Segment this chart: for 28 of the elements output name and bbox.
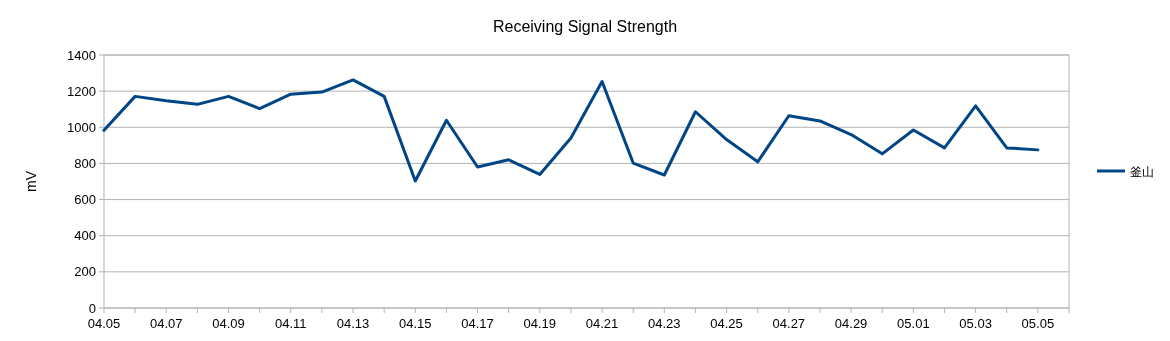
legend: 釜山 [1097,164,1154,179]
x-tick-label: 04.13 [336,316,370,331]
x-tick-label: 04.17 [461,316,494,331]
x-tick-label: 04.11 [274,316,307,331]
legend-label: 釜山 [1130,164,1154,179]
y-tick-label: 1000 [67,119,96,135]
chart-title: Receiving Signal Strength [492,18,678,35]
x-tick-label: 04.09 [212,316,245,331]
y-tick-label: 1400 [67,47,96,63]
x-tick-label: 05.01 [897,316,930,331]
x-tick-label: 04.23 [648,316,681,331]
x-tick-label: 04.27 [772,316,806,331]
y-axis-title: mV [23,170,39,192]
x-tick-label: 04.19 [523,316,557,331]
y-tick-label: 1200 [67,83,96,99]
x-tick-label: 04.25 [710,316,743,331]
x-tick-label: 04.15 [399,316,432,331]
x-tick-label: 04.29 [834,316,868,331]
y-tick-label: 600 [74,192,96,208]
x-tick-label: 04.07 [149,316,183,331]
x-tick-label: 05.03 [959,316,992,331]
y-tick-label: 400 [74,228,96,244]
y-tick-label: 0 [88,300,96,316]
x-tick-label: 04.05 [87,316,121,331]
x-tick-label: 04.21 [585,316,619,331]
y-tick-label: 200 [74,264,96,280]
y-tick-label: 800 [74,155,96,171]
x-tick-label: 05.05 [1021,316,1055,331]
